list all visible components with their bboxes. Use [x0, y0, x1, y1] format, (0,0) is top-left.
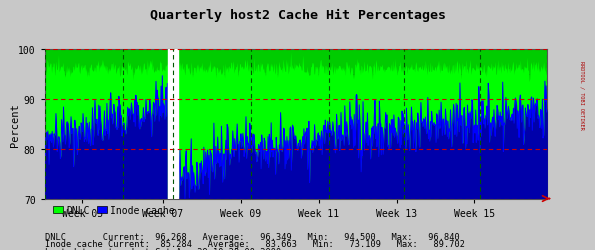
Y-axis label: Percent: Percent	[10, 102, 20, 146]
Text: Quarterly host2 Cache Hit Percentages: Quarterly host2 Cache Hit Percentages	[149, 9, 446, 22]
Text: Inode cache Current:  85.284   Average:   83.663   Min:   73.109   Max:   89.702: Inode cache Current: 85.284 Average: 83.…	[45, 239, 465, 248]
Bar	[168, 50, 178, 199]
Text: DNLC       Current:  96.268   Average:   96.349   Min:   94.500   Max:   96.840: DNLC Current: 96.268 Average: 96.349 Min…	[45, 232, 459, 241]
Legend: DNLC, Inode cache: DNLC, Inode cache	[49, 201, 178, 219]
Text: Last data entered at Sat Apr 29 10:20:00 2000.: Last data entered at Sat Apr 29 10:20:00…	[45, 248, 286, 250]
Text: RRDTOOL / TOBI OETIKER: RRDTOOL / TOBI OETIKER	[580, 61, 584, 129]
